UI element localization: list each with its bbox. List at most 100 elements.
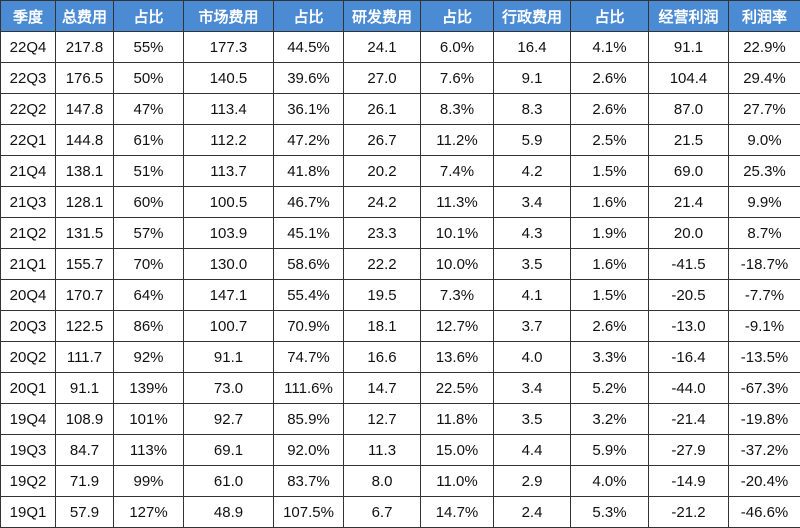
data-cell: 155.7: [56, 249, 114, 280]
data-cell: 4.3: [494, 218, 571, 249]
data-cell: 15.0%: [421, 435, 494, 466]
data-cell: 14.7%: [421, 497, 494, 528]
header-cell: 研发费用: [344, 1, 421, 32]
data-cell: -14.9: [649, 466, 729, 497]
data-cell: 7.4%: [421, 156, 494, 187]
data-cell: 4.2: [494, 156, 571, 187]
data-cell: 36.1%: [274, 94, 344, 125]
data-cell: 4.0%: [571, 466, 649, 497]
data-cell: 170.7: [56, 280, 114, 311]
data-cell: 18.1: [344, 311, 421, 342]
data-cell: 20.2: [344, 156, 421, 187]
data-cell: 21.4: [649, 187, 729, 218]
data-cell: 9.1: [494, 63, 571, 94]
quarter-cell: 22Q2: [1, 94, 56, 125]
quarter-cell: 21Q4: [1, 156, 56, 187]
data-cell: 29.4%: [729, 63, 800, 94]
data-cell: 44.5%: [274, 32, 344, 63]
data-cell: 113.4: [184, 94, 274, 125]
data-cell: 127%: [114, 497, 184, 528]
data-cell: 92%: [114, 342, 184, 373]
data-cell: 71.9: [56, 466, 114, 497]
data-cell: -13.5%: [729, 342, 800, 373]
header-cell: 占比: [421, 1, 494, 32]
data-cell: 130.0: [184, 249, 274, 280]
data-cell: 122.5: [56, 311, 114, 342]
data-cell: 8.3: [494, 94, 571, 125]
data-cell: 111.7: [56, 342, 114, 373]
data-cell: 87.0: [649, 94, 729, 125]
data-cell: 11.0%: [421, 466, 494, 497]
quarter-cell: 20Q4: [1, 280, 56, 311]
data-cell: 8.0: [344, 466, 421, 497]
data-cell: 45.1%: [274, 218, 344, 249]
data-cell: 103.9: [184, 218, 274, 249]
data-cell: 21.5: [649, 125, 729, 156]
data-cell: 39.6%: [274, 63, 344, 94]
header-cell: 占比: [114, 1, 184, 32]
data-cell: 70%: [114, 249, 184, 280]
quarter-cell: 22Q1: [1, 125, 56, 156]
data-cell: 112.2: [184, 125, 274, 156]
data-cell: -27.9: [649, 435, 729, 466]
data-cell: 55%: [114, 32, 184, 63]
header-row: 季度总费用占比市场费用占比研发费用占比行政费用占比经营利润利润率: [1, 1, 800, 32]
quarter-cell: 19Q1: [1, 497, 56, 528]
quarter-cell: 21Q2: [1, 218, 56, 249]
quarter-cell: 22Q3: [1, 63, 56, 94]
data-cell: 131.5: [56, 218, 114, 249]
data-cell: 70.9%: [274, 311, 344, 342]
data-cell: 138.1: [56, 156, 114, 187]
quarter-cell: 20Q1: [1, 373, 56, 404]
header-cell: 占比: [274, 1, 344, 32]
data-cell: -19.8%: [729, 404, 800, 435]
data-cell: 73.0: [184, 373, 274, 404]
data-cell: 22.9%: [729, 32, 800, 63]
data-cell: 91.1: [184, 342, 274, 373]
data-cell: -67.3%: [729, 373, 800, 404]
data-cell: 50%: [114, 63, 184, 94]
data-cell: -9.1%: [729, 311, 800, 342]
data-cell: 19.5: [344, 280, 421, 311]
quarter-cell: 19Q3: [1, 435, 56, 466]
data-cell: 61%: [114, 125, 184, 156]
quarter-cell: 20Q2: [1, 342, 56, 373]
data-cell: 147.1: [184, 280, 274, 311]
quarter-cell: 22Q4: [1, 32, 56, 63]
data-cell: 1.5%: [571, 156, 649, 187]
quarter-cell: 20Q3: [1, 311, 56, 342]
data-cell: 104.4: [649, 63, 729, 94]
quarter-cell: 21Q1: [1, 249, 56, 280]
data-cell: 5.9: [494, 125, 571, 156]
data-cell: 61.0: [184, 466, 274, 497]
data-cell: 41.8%: [274, 156, 344, 187]
data-cell: -16.4: [649, 342, 729, 373]
data-cell: 99%: [114, 466, 184, 497]
data-cell: 51%: [114, 156, 184, 187]
data-cell: 13.6%: [421, 342, 494, 373]
data-cell: 16.4: [494, 32, 571, 63]
data-cell: 176.5: [56, 63, 114, 94]
data-cell: 5.3%: [571, 497, 649, 528]
data-cell: 25.3%: [729, 156, 800, 187]
data-cell: 147.8: [56, 94, 114, 125]
header-cell: 季度: [1, 1, 56, 32]
data-cell: 10.0%: [421, 249, 494, 280]
data-cell: 26.7: [344, 125, 421, 156]
data-cell: 12.7%: [421, 311, 494, 342]
data-cell: 14.7: [344, 373, 421, 404]
data-cell: 1.6%: [571, 249, 649, 280]
data-cell: -21.4: [649, 404, 729, 435]
data-cell: 58.6%: [274, 249, 344, 280]
header-cell: 占比: [571, 1, 649, 32]
data-cell: 57.9: [56, 497, 114, 528]
header-cell: 利润率: [729, 1, 800, 32]
